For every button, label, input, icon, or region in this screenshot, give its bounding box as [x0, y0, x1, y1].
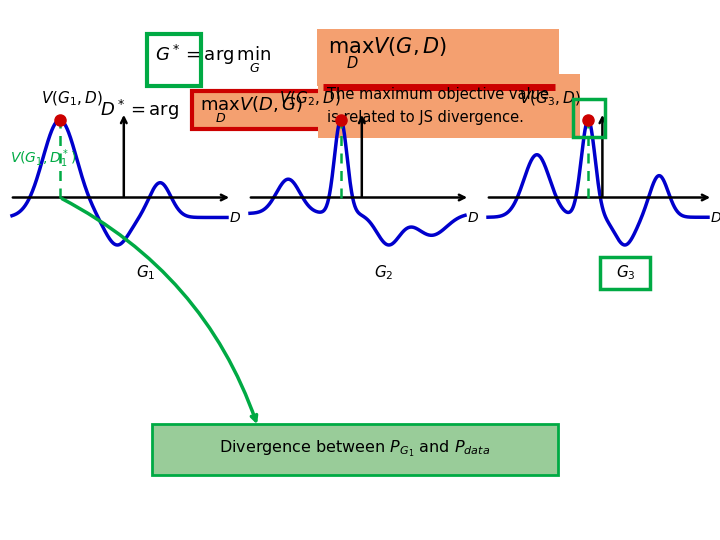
FancyBboxPatch shape — [152, 424, 558, 475]
Text: $V(G_3 , D)$: $V(G_3 , D)$ — [519, 90, 580, 108]
Text: The maximum objective value
is related to JS divergence.: The maximum objective value is related t… — [327, 87, 549, 125]
Text: $D^* = \arg$: $D^* = \arg$ — [100, 98, 179, 122]
Text: $V(G_1 , D)$: $V(G_1 , D)$ — [42, 90, 103, 108]
FancyBboxPatch shape — [318, 74, 580, 138]
Text: $G_2$: $G_2$ — [374, 264, 394, 282]
FancyBboxPatch shape — [600, 257, 650, 289]
Text: $\max_D V(D,G)$: $\max_D V(D,G)$ — [200, 94, 303, 125]
Text: $D$: $D$ — [229, 212, 241, 226]
Text: $G_3$: $G_3$ — [616, 264, 635, 282]
Text: $D$: $D$ — [467, 212, 479, 226]
Text: Divergence between $P_{G_1}$ and $P_{data}$: Divergence between $P_{G_1}$ and $P_{dat… — [220, 438, 490, 460]
FancyBboxPatch shape — [192, 91, 369, 129]
Text: $V(G_2 , D)$: $V(G_2 , D)$ — [279, 90, 341, 108]
Text: $V(G_1 , D_1^*)$: $V(G_1 , D_1^*)$ — [10, 147, 76, 170]
FancyBboxPatch shape — [317, 29, 559, 86]
FancyBboxPatch shape — [147, 34, 201, 86]
Text: $G_1$: $G_1$ — [136, 264, 156, 282]
Text: $\max_D V(G,D)$: $\max_D V(G,D)$ — [328, 36, 447, 71]
Text: $G^* = \arg\min_G$: $G^* = \arg\min_G$ — [155, 43, 271, 75]
Text: $D$: $D$ — [710, 212, 720, 226]
